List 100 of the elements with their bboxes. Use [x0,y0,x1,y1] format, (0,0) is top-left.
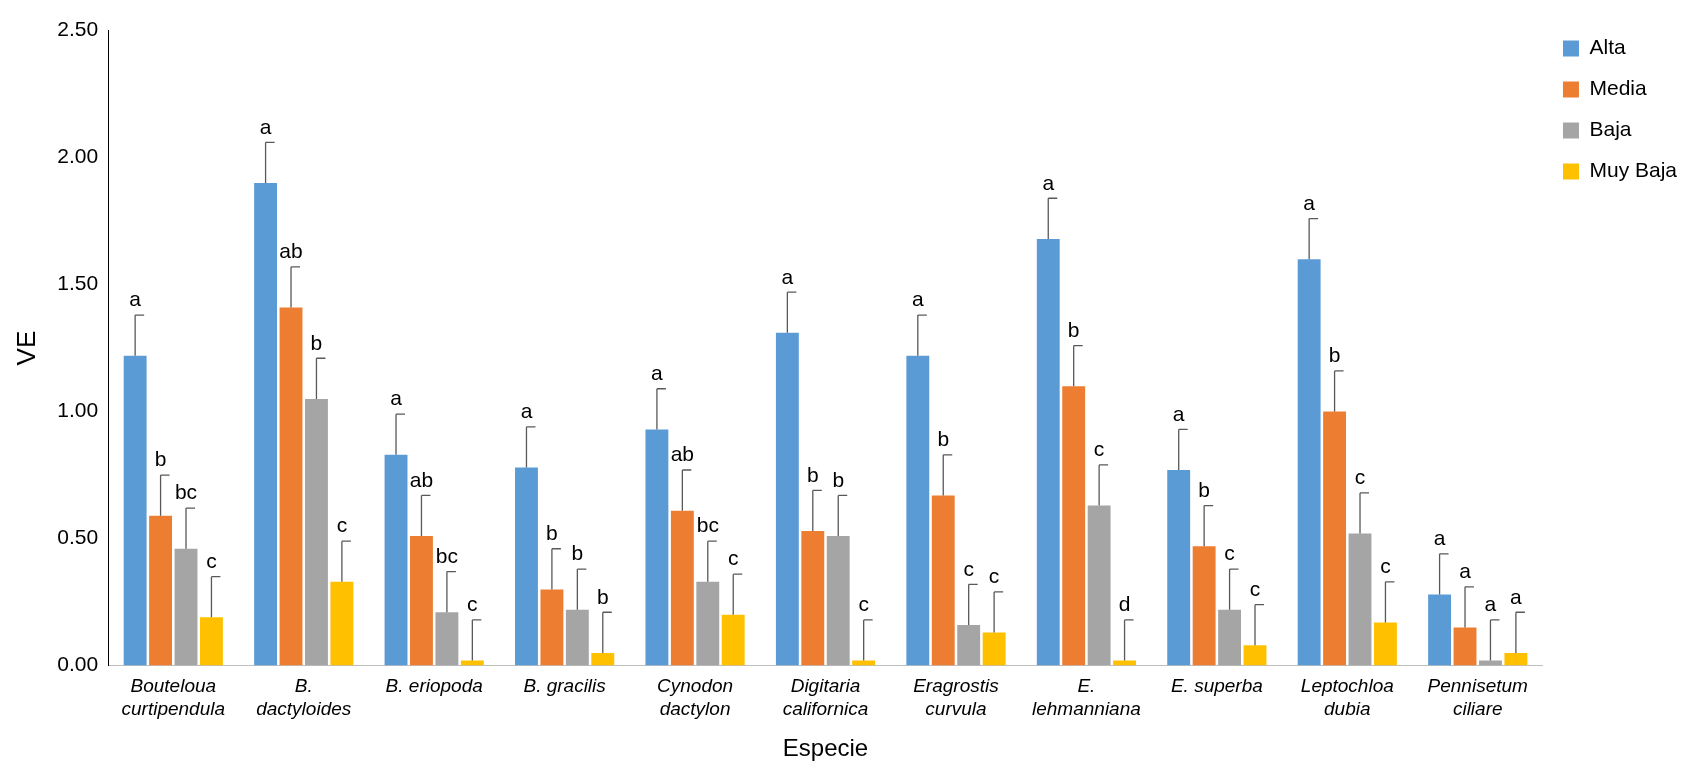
x-tick-label: B. dactyloides [256,675,352,720]
x-tick-label: Bouteloua curtipendula [121,675,226,720]
bar [1243,645,1267,666]
data-label: ab [409,467,434,491]
bar [1504,652,1528,666]
bar [670,510,694,666]
bar [696,581,720,666]
y-tick-label: 1.50 [57,271,99,295]
data-label: c [988,564,1000,588]
data-label: c [336,513,348,537]
bar [1374,622,1397,666]
x-tick-label: Cynodon dactylon [657,675,734,720]
x-tick-label: E. superba [1170,675,1263,697]
data-label: c [1380,554,1391,578]
data-label: a [1510,584,1523,608]
data-label: a [1172,401,1185,425]
bar [279,307,303,666]
data-label: b [546,521,558,545]
data-label: ab [279,239,303,263]
legend-label: Baja [1589,117,1632,141]
bar [565,609,589,666]
data-label: a [259,114,272,138]
bar [591,652,615,666]
data-label: bc [435,543,458,567]
data-label: a [1303,190,1316,214]
y-tick-label: 2.50 [57,17,99,41]
bar [1348,533,1372,666]
y-tick-label: 0.50 [57,525,99,549]
data-label: c [1224,541,1235,565]
x-tick-label: E. lehmanniana [1032,675,1141,720]
bar [540,589,564,666]
bar [931,495,955,666]
bar [1453,627,1477,666]
bar [982,632,1006,666]
data-label: ab [670,442,695,466]
data-label: b [571,541,584,565]
data-label: a [1042,170,1055,194]
bar [254,183,278,666]
bar [1087,505,1111,666]
legend-label: Alta [1589,35,1626,59]
data-label: a [390,386,403,410]
bar [906,355,930,666]
bar [1323,411,1347,666]
data-label: a [1433,526,1446,550]
data-label: bc [696,513,719,537]
x-tick-label: Eragrostis curvula [913,675,1000,720]
legend-label: Media [1589,76,1647,100]
bar [1036,238,1060,666]
bar [1297,259,1321,666]
data-label: b [596,584,609,608]
data-label: c [1093,437,1105,461]
bar [384,454,408,666]
bar [775,332,799,666]
data-label: b [937,427,950,451]
y-axis-title: VE [10,330,41,366]
bar [801,530,825,666]
bar [1218,609,1242,666]
x-tick-label: Digitaria californica [782,675,869,720]
x-tick-label: B. gracilis [523,675,607,697]
data-label: b [806,462,819,486]
data-label: d [1118,592,1131,616]
data-label: b [154,447,167,471]
data-label: c [1249,576,1261,600]
bar [1062,386,1086,666]
data-label: a [1484,592,1497,616]
data-label: a [520,399,533,423]
data-label: b [310,330,323,354]
bar [200,617,223,666]
bar [123,355,147,666]
data-label: b [1067,317,1080,341]
bar [957,624,981,666]
bar [435,612,459,666]
y-tick-label: 1.00 [57,398,99,422]
data-label: a [781,264,794,288]
bar [721,614,745,666]
bar [330,581,354,666]
x-tick-label: Leptochloa dubia [1300,675,1394,720]
data-label: b [832,467,845,491]
data-label: b [1198,477,1210,501]
data-label: c [963,556,974,580]
data-label: c [727,546,739,570]
bar [149,515,173,666]
data-label: c [1354,465,1366,489]
x-tick-label: Pennisetum ciliare [1427,675,1528,720]
y-tick-label: 0.00 [57,652,99,676]
bar [174,548,198,666]
data-label: a [1459,559,1472,583]
bar [305,398,328,666]
bar [826,536,850,666]
data-label: a [129,287,142,311]
data-label: c [858,592,869,616]
bar [645,429,669,666]
data-label: a [651,361,664,385]
bar [1167,470,1191,666]
bar [410,536,433,666]
data-label: bc [174,480,198,504]
bar [1428,594,1452,666]
legend-label: Muy Baja [1589,158,1678,182]
x-axis-title: Especie [782,734,869,762]
x-tick-label: B. eriopoda [385,675,483,697]
